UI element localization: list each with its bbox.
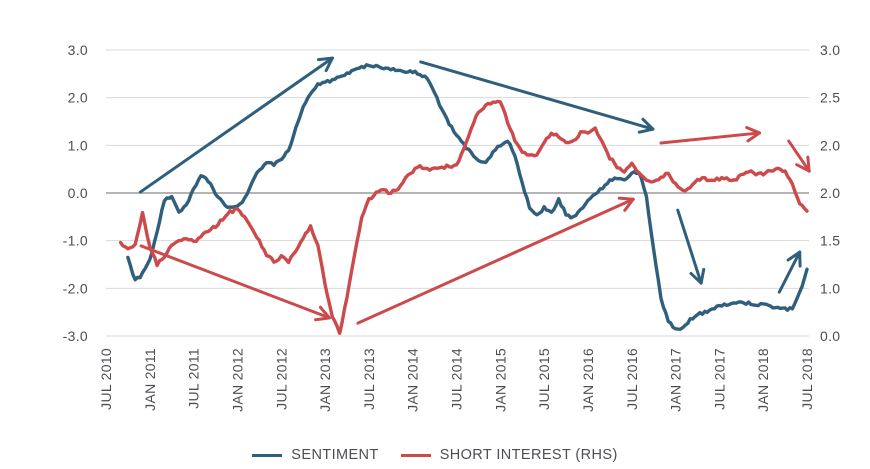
x-axis-tick-label: JAN 2015 bbox=[492, 348, 508, 412]
x-axis-tick-label: JAN 2014 bbox=[405, 348, 421, 412]
short-interest-line-swatch-icon bbox=[400, 453, 431, 457]
left-axis-tick-label: -3.0 bbox=[63, 328, 88, 344]
x-axis-tick-label: JUL 2015 bbox=[536, 348, 552, 410]
x-axis-tick-label: JUL 2014 bbox=[449, 348, 465, 410]
short-interest-line bbox=[118, 99, 809, 335]
trend-arrow bbox=[356, 196, 635, 325]
legend-item-short-interest: SHORT INTEREST (RHS) bbox=[400, 447, 618, 463]
legend-item-sentiment: SENTIMENT bbox=[252, 447, 378, 463]
x-axis-tick-label: JAN 2016 bbox=[580, 348, 596, 412]
right-axis-tick-label: 3.0 bbox=[820, 42, 840, 58]
trend-arrow bbox=[777, 250, 802, 294]
trend-arrow bbox=[787, 139, 811, 173]
x-axis-tick-label: JAN 2017 bbox=[668, 348, 684, 412]
trend-arrow bbox=[659, 126, 762, 145]
right-axis-tick-label: 2.0 bbox=[820, 137, 840, 153]
x-axis-tick-label: JUL 2016 bbox=[624, 348, 640, 410]
right-axis-tick-label: 0.0 bbox=[820, 328, 840, 344]
right-axis-tick-label: 1.5 bbox=[820, 233, 840, 249]
sentiment-line bbox=[126, 63, 809, 331]
right-axis-tick-label: 2.0 bbox=[820, 185, 840, 201]
x-axis-tick-label: JAN 2012 bbox=[229, 348, 245, 412]
x-axis-tick-label: JUL 2017 bbox=[711, 348, 727, 410]
right-axis-tick-label: 2.5 bbox=[820, 90, 840, 106]
left-axis-tick-label: 2.0 bbox=[68, 90, 88, 106]
left-axis-tick-label: 0.0 bbox=[68, 185, 88, 201]
trend-arrow bbox=[676, 208, 706, 285]
left-axis-tick-label: -1.0 bbox=[63, 233, 88, 249]
x-axis-tick-label: JAN 2018 bbox=[755, 348, 771, 412]
trend-arrow bbox=[138, 56, 334, 194]
x-axis-tick-label: JUL 2013 bbox=[361, 348, 377, 410]
x-axis-tick-label: JUL 2012 bbox=[273, 348, 289, 410]
trend-arrow bbox=[139, 244, 331, 322]
left-axis-tick-label: -2.0 bbox=[63, 280, 88, 296]
left-axis-tick-label: 3.0 bbox=[68, 42, 88, 58]
sentiment-line-swatch-icon bbox=[252, 453, 283, 457]
left-axis-tick-label: 1.0 bbox=[68, 137, 88, 153]
chart-legend: SENTIMENT SHORT INTEREST (RHS) bbox=[0, 447, 870, 463]
x-axis-tick-label: JAN 2011 bbox=[142, 348, 158, 411]
x-axis-tick-label: JUL 2011 bbox=[186, 348, 202, 409]
legend-label-sentiment: SENTIMENT bbox=[291, 447, 379, 463]
trend-arrow bbox=[419, 60, 655, 134]
legend-label-short-interest: SHORT INTEREST (RHS) bbox=[439, 447, 618, 463]
x-axis-tick-label: JUL 2010 bbox=[98, 348, 114, 410]
x-axis-tick-label: JAN 2013 bbox=[317, 348, 333, 412]
x-axis-tick-label: JUL 2018 bbox=[799, 348, 815, 410]
right-axis-tick-label: 1.0 bbox=[820, 280, 840, 296]
